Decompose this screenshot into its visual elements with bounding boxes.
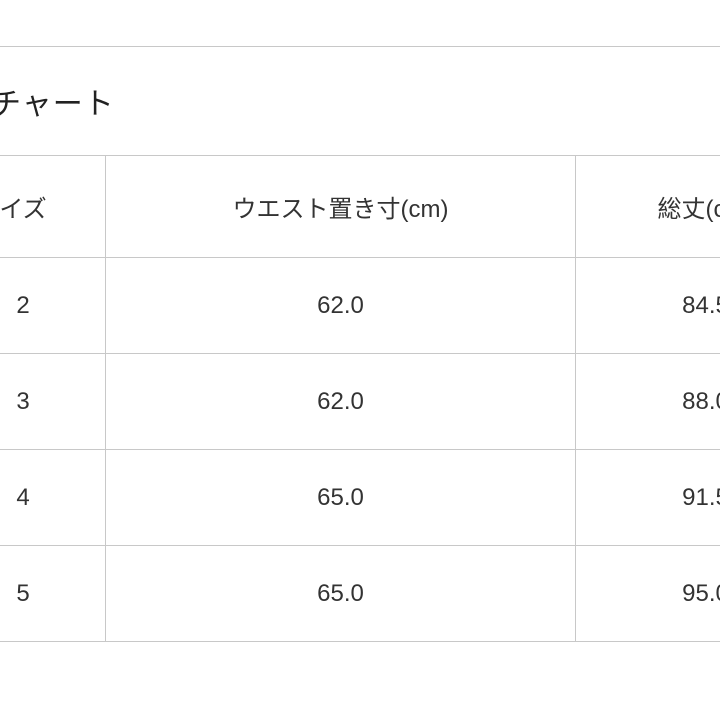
table-row: 3 62.0 88.0 bbox=[0, 354, 720, 450]
cell-size: 5 bbox=[0, 546, 106, 642]
column-header-waist: ウエスト置き寸(cm) bbox=[106, 156, 576, 258]
cell-size: 3 bbox=[0, 354, 106, 450]
table-row: 5 65.0 95.0 bbox=[0, 546, 720, 642]
cell-length: 88.0 bbox=[576, 354, 720, 450]
table-row: 4 65.0 91.5 bbox=[0, 450, 720, 546]
cell-length: 95.0 bbox=[576, 546, 720, 642]
cell-waist: 65.0 bbox=[106, 546, 576, 642]
table-row: 2 62.0 84.5 bbox=[0, 258, 720, 354]
column-header-size: イズ bbox=[0, 156, 106, 258]
table-header-row: イズ ウエスト置き寸(cm) 総丈(cm) bbox=[0, 156, 720, 258]
column-header-length: 総丈(cm) bbox=[576, 156, 720, 258]
cell-waist: 62.0 bbox=[106, 258, 576, 354]
cell-size: 4 bbox=[0, 450, 106, 546]
size-chart-table: イズ ウエスト置き寸(cm) 総丈(cm) 2 62.0 84.5 3 62.0… bbox=[0, 155, 720, 642]
cell-waist: 62.0 bbox=[106, 354, 576, 450]
cell-size: 2 bbox=[0, 258, 106, 354]
chart-title: ズチャート bbox=[0, 47, 720, 155]
cell-length: 84.5 bbox=[576, 258, 720, 354]
cell-waist: 65.0 bbox=[106, 450, 576, 546]
cell-length: 91.5 bbox=[576, 450, 720, 546]
